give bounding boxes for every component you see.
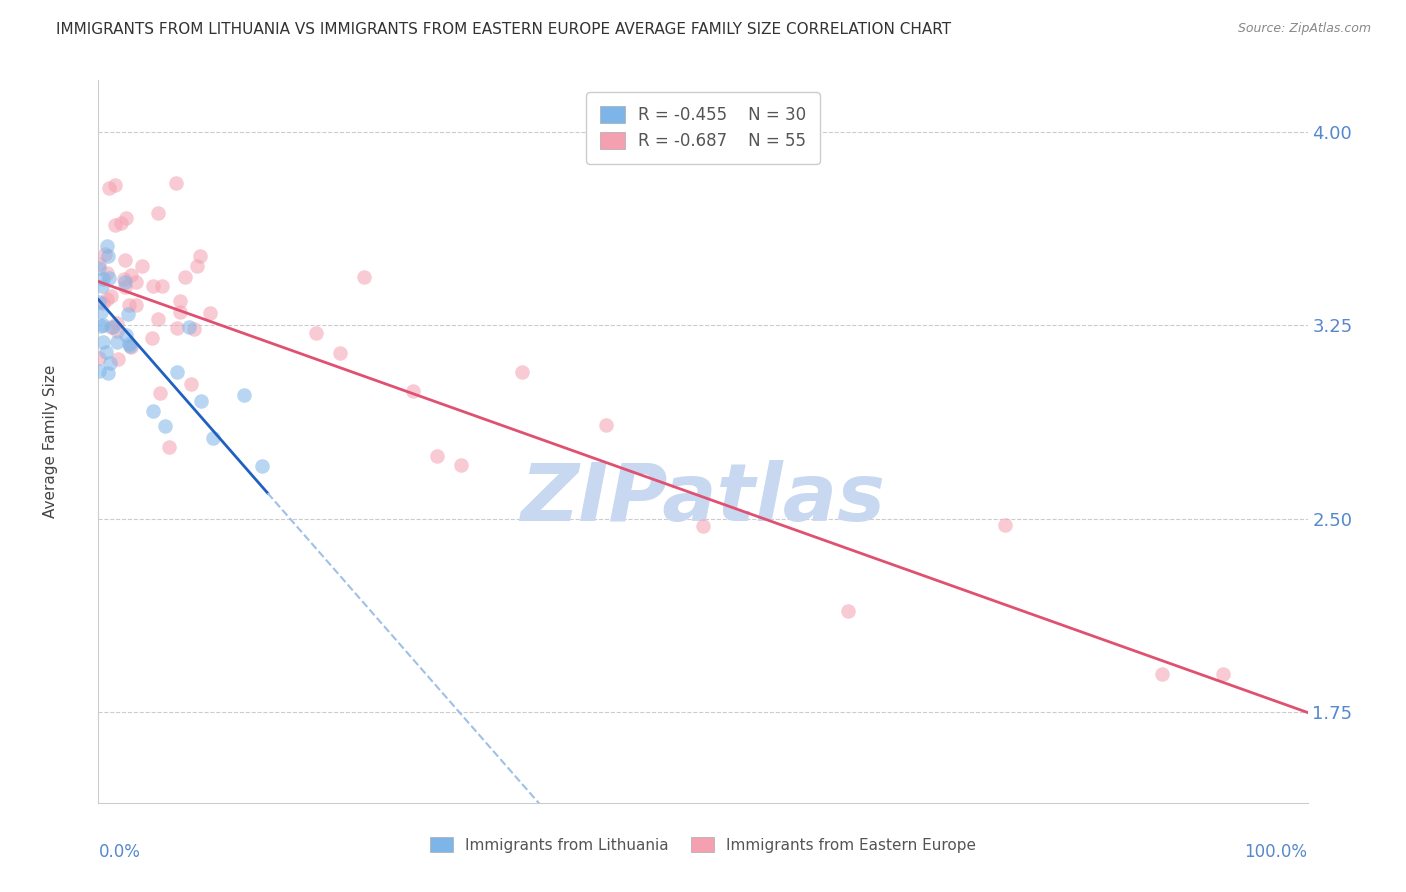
Point (183, 321, 205, 335)
Point (114, 211, 136, 226)
Text: 0.0%: 0.0% (98, 843, 141, 861)
Point (118, 337, 141, 351)
Text: 100.0%: 100.0% (1244, 843, 1308, 861)
Point (97, 249, 120, 263)
Point (232, 388, 254, 402)
Point (89, 351, 111, 366)
Point (87, 364, 110, 378)
Point (188, 250, 211, 264)
Point (186, 259, 208, 273)
Point (146, 311, 169, 326)
Point (120, 340, 142, 354)
Point (305, 326, 328, 341)
Point (104, 218, 127, 232)
Point (142, 279, 165, 293)
Point (994, 517, 1017, 532)
Point (105, 316, 128, 330)
Point (114, 276, 136, 290)
Point (91, 296, 114, 310)
Point (149, 386, 172, 401)
Point (692, 519, 714, 533)
Point (142, 403, 165, 417)
Point (169, 293, 191, 308)
Point (101, 320, 124, 334)
Point (90, 305, 112, 319)
Point (94, 246, 117, 260)
Point (96, 292, 118, 306)
Point (146, 206, 169, 220)
Point (114, 253, 136, 268)
Legend: Immigrants from Lithuania, Immigrants from Eastern Europe: Immigrants from Lithuania, Immigrants fr… (422, 829, 984, 860)
Point (202, 432, 225, 446)
Point (91, 334, 114, 349)
Point (329, 346, 352, 360)
Text: Source: ZipAtlas.com: Source: ZipAtlas.com (1237, 22, 1371, 36)
Point (114, 279, 136, 293)
Point (190, 393, 212, 408)
Point (153, 419, 176, 434)
Point (97, 367, 120, 381)
Point (150, 278, 173, 293)
Point (169, 305, 191, 319)
Point (131, 259, 153, 273)
Point (112, 272, 135, 286)
Point (87, 260, 110, 275)
Point (115, 327, 138, 342)
Text: IMMIGRANTS FROM LITHUANIA VS IMMIGRANTS FROM EASTERN EUROPE AVERAGE FAMILY SIZE : IMMIGRANTS FROM LITHUANIA VS IMMIGRANTS … (56, 22, 952, 37)
Point (353, 269, 375, 284)
Point (93, 272, 115, 286)
Point (100, 319, 122, 334)
Point (141, 331, 163, 345)
Point (450, 458, 472, 472)
Point (110, 216, 132, 230)
Point (157, 440, 180, 454)
Point (98, 356, 121, 370)
Point (87, 294, 110, 309)
Point (125, 298, 148, 312)
Point (118, 298, 141, 312)
Point (107, 324, 129, 338)
Point (595, 417, 617, 432)
Point (174, 270, 197, 285)
Point (165, 176, 187, 190)
Point (104, 178, 127, 193)
Point (426, 450, 449, 464)
Point (105, 335, 128, 350)
Point (91, 318, 114, 333)
Point (510, 365, 533, 379)
Point (124, 275, 146, 289)
Point (107, 352, 129, 367)
Text: ZIPatlas: ZIPatlas (520, 460, 886, 539)
Point (94, 345, 117, 359)
Point (98, 180, 121, 194)
Point (90, 279, 112, 293)
Point (98, 271, 121, 285)
Point (166, 321, 188, 335)
Point (180, 376, 202, 391)
Point (250, 459, 273, 474)
Point (198, 305, 221, 319)
Point (87, 257, 110, 271)
Point (90, 318, 112, 333)
Point (117, 307, 139, 321)
Point (1152, 666, 1174, 681)
Point (100, 288, 122, 302)
Point (837, 604, 859, 618)
Point (120, 268, 142, 283)
Point (96, 266, 118, 280)
Point (179, 319, 201, 334)
Point (96, 239, 118, 253)
Text: Average Family Size: Average Family Size (42, 365, 58, 518)
Point (1212, 666, 1234, 681)
Point (120, 339, 142, 353)
Point (402, 384, 425, 398)
Point (166, 365, 188, 379)
